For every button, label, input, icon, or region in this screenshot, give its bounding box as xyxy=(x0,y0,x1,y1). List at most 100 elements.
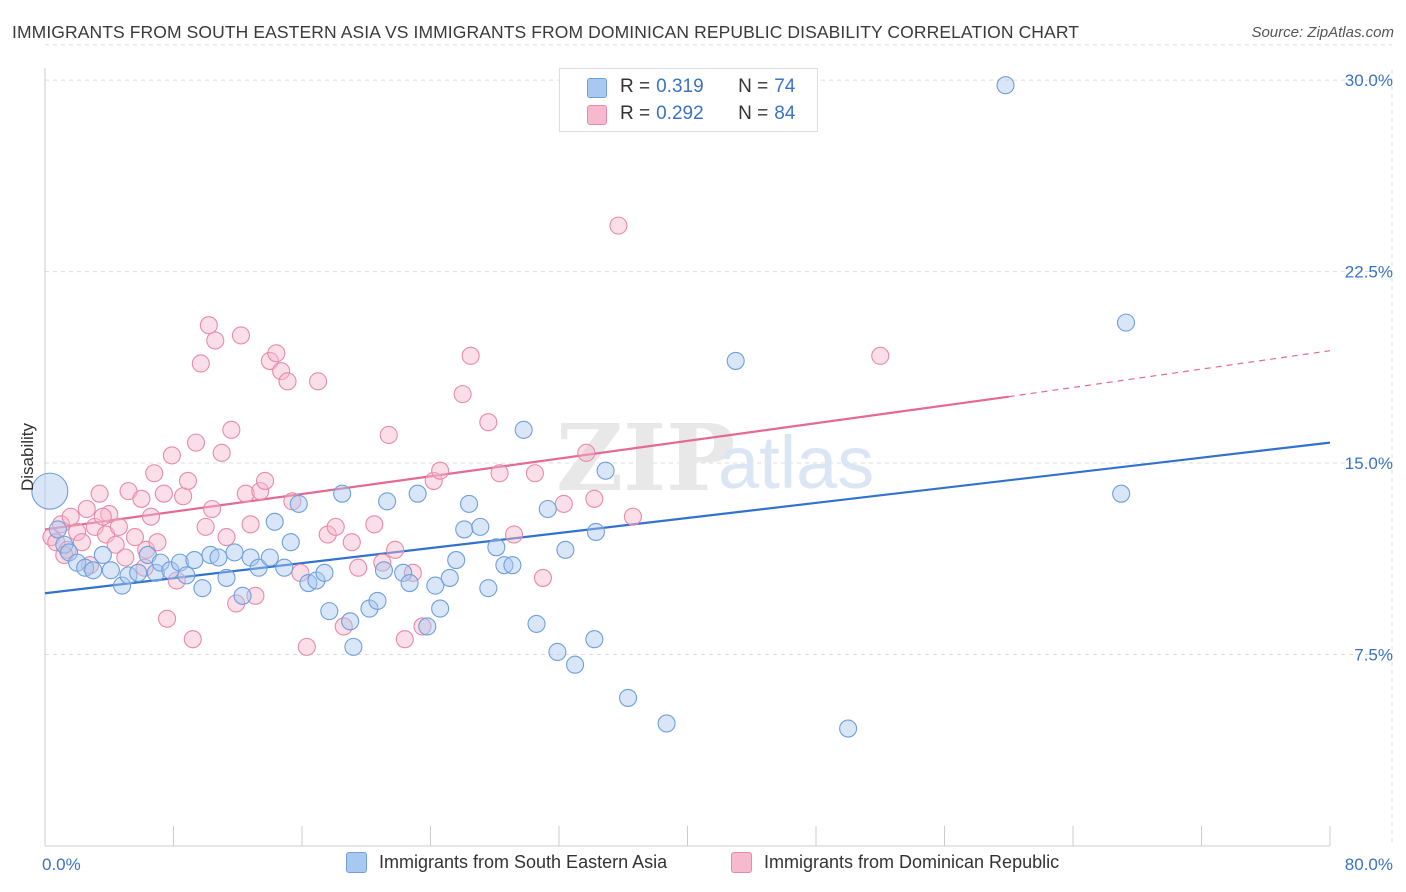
point-dominican-republic xyxy=(116,548,135,567)
point-dominican-republic xyxy=(260,351,279,370)
point-dominican-republic xyxy=(217,528,236,547)
point-south-eastern-asia xyxy=(527,614,546,633)
point-dominican-republic xyxy=(246,586,265,605)
point-dominican-republic xyxy=(203,499,222,519)
point-south-eastern-asia xyxy=(408,484,427,503)
point-dominican-republic xyxy=(256,471,275,490)
point-south-eastern-asia xyxy=(374,561,393,580)
point-dominican-republic xyxy=(479,413,498,432)
point-dominican-republic xyxy=(554,494,573,513)
correlation-legend: R = 0.319 N = 74 R = 0.292 N = 84 xyxy=(559,68,818,132)
axes xyxy=(44,68,1331,847)
n-label: N = xyxy=(738,76,769,97)
point-dominican-republic xyxy=(212,443,231,462)
point-south-eastern-asia xyxy=(440,568,459,587)
point-south-eastern-asia xyxy=(378,492,397,511)
point-dominican-republic xyxy=(431,461,450,480)
trend-lines xyxy=(44,350,1331,595)
point-dominican-republic xyxy=(186,433,206,452)
point-dominican-republic xyxy=(154,484,173,503)
y-axis-title: Disability xyxy=(18,422,37,491)
point-south-eastern-asia xyxy=(161,561,180,580)
point-dominican-republic xyxy=(386,540,405,559)
point-south-eastern-asia xyxy=(209,548,228,567)
point-dominican-republic xyxy=(609,216,628,235)
point-south-eastern-asia xyxy=(315,563,334,582)
point-south-eastern-asia xyxy=(566,655,585,674)
point-dominican-republic xyxy=(342,533,361,552)
point-dominican-republic xyxy=(125,528,144,547)
series2-legend-label: Immigrants from Dominican Republic xyxy=(764,852,1060,872)
point-dominican-republic xyxy=(272,362,291,381)
point-south-eastern-asia xyxy=(400,573,419,593)
point-south-eastern-asia xyxy=(503,556,522,575)
trend-line-series2 xyxy=(44,395,1009,531)
point-south-eastern-asia xyxy=(217,568,236,587)
series1-legend-swatch xyxy=(346,852,367,873)
bottom-legend-series2: Immigrants from Dominican Republic xyxy=(731,852,1059,873)
point-dominican-republic xyxy=(72,533,91,552)
point-south-eastern-asia xyxy=(289,494,308,513)
point-south-eastern-asia xyxy=(1116,313,1136,332)
point-south-eastern-asia xyxy=(619,688,638,707)
point-south-eastern-asia xyxy=(586,522,605,542)
watermark-atlas: atlas xyxy=(718,421,874,504)
point-dominican-republic xyxy=(504,525,524,544)
series1-swatch xyxy=(587,78,607,98)
point-dominican-republic xyxy=(106,535,125,554)
point-dominican-republic xyxy=(90,484,109,503)
point-dominican-republic xyxy=(577,443,596,462)
point-dominican-republic xyxy=(373,553,392,572)
point-south-eastern-asia xyxy=(177,566,196,585)
point-south-eastern-asia xyxy=(333,484,352,503)
x-tick-label-max: 80.0% xyxy=(1345,855,1393,874)
point-dominican-republic xyxy=(77,499,96,519)
point-south-eastern-asia xyxy=(185,551,204,570)
point-south-eastern-asia xyxy=(426,576,445,595)
x-tick-label-min: 0.0% xyxy=(42,855,81,874)
point-dominican-republic xyxy=(623,507,642,526)
point-south-eastern-asia xyxy=(320,602,339,621)
point-south-eastern-asia xyxy=(471,517,490,536)
series2-legend-swatch xyxy=(731,852,752,873)
point-dominican-republic xyxy=(326,517,345,536)
point-south-eastern-asia xyxy=(344,637,363,656)
point-dominican-republic xyxy=(424,471,443,490)
point-dominican-republic xyxy=(251,482,270,501)
y-tick-label: 15.0% xyxy=(1345,454,1393,473)
point-dominican-republic xyxy=(109,517,128,536)
point-south-eastern-asia xyxy=(996,76,1015,95)
point-south-eastern-asia xyxy=(394,563,413,582)
point-dominican-republic xyxy=(413,617,432,636)
series2-n-value: 84 xyxy=(774,103,796,124)
point-dominican-republic xyxy=(585,489,604,508)
trend-line-series1 xyxy=(44,441,1331,595)
point-dominican-republic xyxy=(533,568,552,587)
point-dominican-republic xyxy=(68,522,87,542)
point-south-eastern-asia xyxy=(839,719,858,738)
y-tick-label: 30.0% xyxy=(1345,71,1393,90)
n-label: N = xyxy=(738,103,769,124)
point-dominican-republic xyxy=(191,354,210,373)
point-south-eastern-asia xyxy=(48,520,67,539)
point-south-eastern-asia xyxy=(129,563,148,582)
point-dominican-republic xyxy=(453,385,472,404)
legend-row-series1: R = 0.319 N = 74 xyxy=(587,75,795,99)
point-dominican-republic xyxy=(148,533,167,552)
y-tick-label: 7.5% xyxy=(1354,646,1393,665)
r-label: R = xyxy=(620,103,651,124)
point-dominican-republic xyxy=(158,609,177,628)
point-dominican-republic xyxy=(297,637,316,656)
point-dominican-republic xyxy=(222,420,241,439)
point-south-eastern-asia xyxy=(225,543,244,562)
point-dominican-republic xyxy=(199,316,218,335)
point-south-eastern-asia xyxy=(548,642,567,662)
point-south-eastern-asia xyxy=(101,561,120,580)
series1-legend-label: Immigrants from South Eastern Asia xyxy=(379,852,668,872)
point-dominican-republic xyxy=(178,471,198,490)
point-dominican-republic xyxy=(379,425,398,445)
point-south-eastern-asia xyxy=(84,561,103,580)
y-tick-label: 22.5% xyxy=(1345,263,1393,282)
point-south-eastern-asia xyxy=(1112,484,1131,503)
